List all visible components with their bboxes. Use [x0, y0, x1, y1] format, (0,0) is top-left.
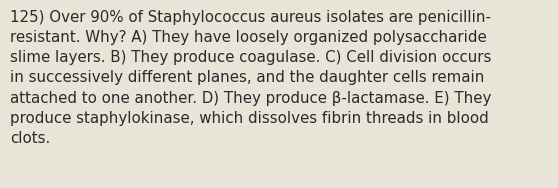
Text: 125) Over 90% of Staphylococcus aureus isolates are penicillin-
resistant. Why? : 125) Over 90% of Staphylococcus aureus i… — [10, 10, 492, 146]
